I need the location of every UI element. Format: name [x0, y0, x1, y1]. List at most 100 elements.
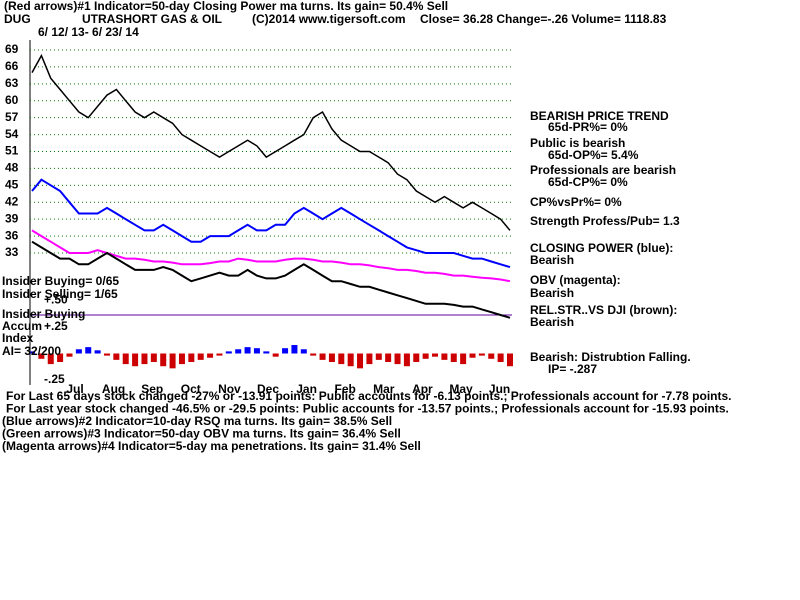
x-tick-label: Aug	[102, 382, 125, 396]
ai-bar	[338, 353, 345, 365]
ai-bar	[188, 353, 195, 362]
note: Professionals are bearish	[530, 163, 676, 177]
ai-bar	[422, 353, 429, 359]
y-tick-label: 36	[5, 228, 19, 242]
ai-bar	[38, 353, 45, 359]
series-line	[31, 229, 511, 283]
ai-bar	[319, 353, 326, 360]
x-tick-label: Dec	[257, 382, 279, 396]
ai-bar	[103, 353, 110, 356]
ai-bar	[497, 353, 504, 362]
x-tick-label: May	[449, 382, 473, 396]
x-tick-label: Jul	[66, 382, 83, 396]
ai-bar	[207, 353, 214, 358]
ai-bar	[94, 350, 101, 354]
ai-bar	[197, 353, 204, 360]
y-tick-label: 51	[5, 144, 19, 158]
ai-bar	[263, 351, 270, 354]
ai-bar	[291, 345, 298, 354]
ai-bar	[85, 347, 92, 354]
insider-note: Index	[2, 331, 34, 345]
ai-bar	[478, 353, 485, 356]
ai-bar	[169, 353, 176, 369]
ai-bar	[366, 353, 373, 365]
ai-bar	[375, 353, 382, 360]
ai-tick-label: +.25	[44, 319, 68, 333]
y-tick-label: 42	[5, 194, 19, 208]
ai-bar	[225, 351, 232, 354]
insider-note: AI= 32/200	[2, 344, 61, 358]
symbol: DUG	[4, 12, 31, 26]
note: 65d-CP%= 0%	[548, 175, 628, 189]
note: OBV (magenta):	[530, 273, 621, 287]
ai-bar	[244, 347, 251, 354]
note: CLOSING POWER (blue):	[530, 241, 673, 255]
ai-bar	[57, 353, 64, 362]
note: Bearish	[530, 315, 574, 329]
x-tick-label: Feb	[335, 382, 356, 396]
ai-bar	[310, 353, 317, 356]
note: Strength Profess/Pub= 1.3	[530, 214, 680, 228]
ai-bar	[253, 348, 260, 354]
x-tick-label: Jan	[296, 382, 317, 396]
ai-bar	[150, 353, 157, 362]
ai-bar	[47, 353, 54, 365]
ai-bar	[441, 353, 448, 360]
insider-note: Insider Buying	[2, 307, 85, 321]
ai-bar	[469, 353, 476, 358]
ai-bar	[29, 351, 35, 354]
footer-line: (Magenta arrows)#4 Indicator=5-day ma pe…	[2, 439, 421, 453]
x-tick-label: Jun	[489, 382, 510, 396]
ai-bar	[235, 349, 242, 354]
note: Bearish: Distrubtion Falling.	[530, 350, 691, 364]
y-tick-label: 48	[5, 161, 19, 175]
date-range: 6/ 12/ 13- 6/ 23/ 14	[38, 25, 139, 39]
ai-bar	[75, 349, 82, 354]
ai-bar	[507, 353, 513, 367]
note: BEARISH PRICE TREND	[530, 109, 669, 123]
y-tick-label: 57	[5, 110, 19, 124]
note: IP= -.287	[548, 362, 597, 376]
y-tick-label: 69	[5, 42, 19, 56]
ai-bar	[488, 353, 495, 359]
x-tick-label: Nov	[218, 382, 241, 396]
ai-bar	[300, 349, 307, 354]
x-tick-label: Mar	[373, 382, 395, 396]
ai-bar	[357, 353, 364, 369]
note: Bearish	[530, 286, 574, 300]
insider-note: Accum	[2, 319, 42, 333]
ai-bar	[450, 353, 457, 362]
ai-bar	[272, 353, 279, 357]
stock-name: UTRASHORT GAS & OIL	[82, 12, 222, 26]
ai-bar	[385, 353, 392, 362]
footer-line: For Last 65 days stock changed -27% or -…	[6, 389, 732, 403]
x-tick-label: Apr	[412, 382, 433, 396]
insider-note: Insider Buying= 0/65	[2, 274, 119, 288]
series-line	[31, 53, 511, 231]
y-tick-label: 60	[5, 93, 19, 107]
note: 65d-PR%= 0%	[548, 120, 628, 134]
ai-bar	[141, 353, 148, 365]
ai-bar	[432, 353, 439, 357]
note: CP%vsPr%= 0%	[530, 195, 622, 209]
ai-bar	[216, 353, 223, 356]
x-tick-label: Oct	[181, 382, 201, 396]
ai-bar	[66, 353, 73, 357]
y-tick-label: 54	[5, 127, 19, 141]
series-line	[31, 178, 511, 269]
ai-tick-label: +.50	[44, 293, 68, 307]
y-tick-label: 63	[5, 76, 19, 90]
source: (C)2014 www.tigersoft.com	[252, 12, 406, 26]
quote: Close= 36.28 Change=-.26 Volume= 1118.83	[420, 12, 667, 26]
series-line	[31, 240, 511, 319]
chart-title: (Red arrows)#1 Indicator=50-day Closing …	[4, 0, 448, 13]
ai-tick-label: -.25	[44, 372, 65, 386]
ai-bar	[403, 353, 410, 367]
y-tick-label: 33	[5, 245, 19, 259]
ai-bar	[328, 353, 335, 362]
footer-line: (Blue arrows)#2 Indicator=10-day RSQ ma …	[2, 414, 392, 428]
footer-line: (Green arrows)#3 Indicator=50-day OBV ma…	[2, 427, 401, 441]
ai-bar	[132, 353, 139, 367]
y-tick-label: 45	[5, 178, 19, 192]
